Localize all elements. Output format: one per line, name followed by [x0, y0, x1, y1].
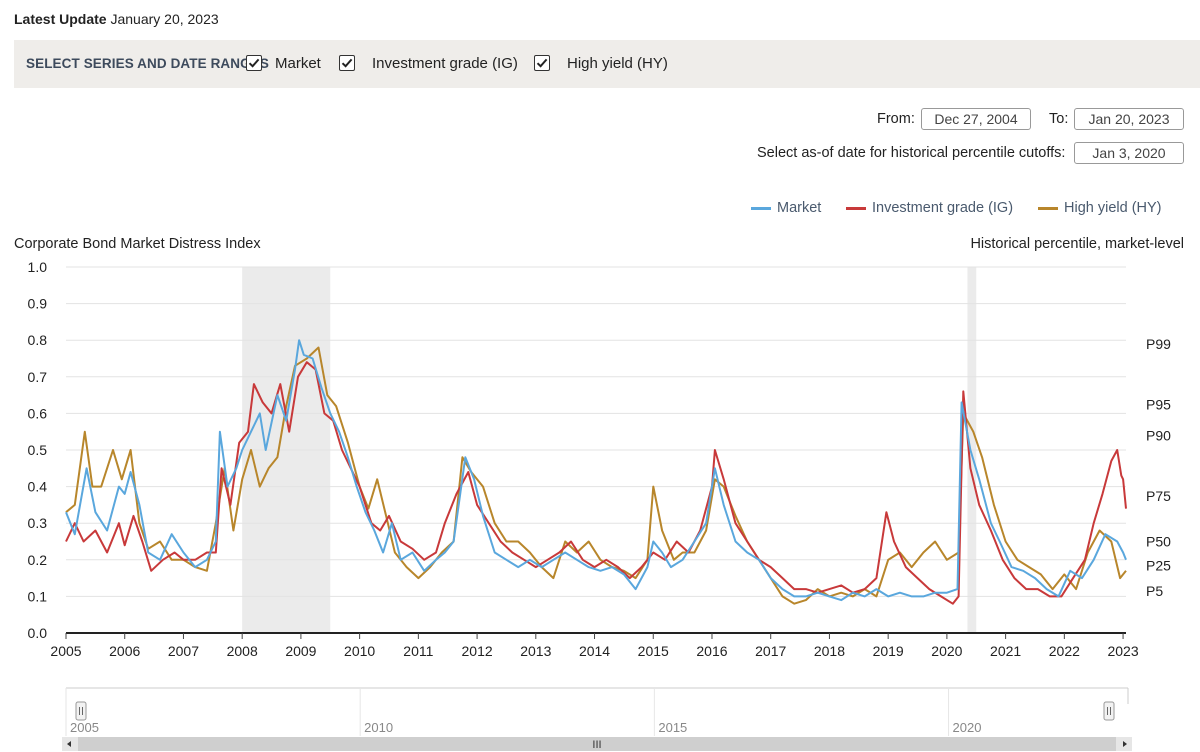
- series-select-label: SELECT SERIES AND DATE RANGES: [26, 56, 269, 71]
- x-tick-label: 2006: [109, 643, 140, 659]
- x-tick-label: 2022: [1049, 643, 1080, 659]
- y-tick-label: 0.8: [28, 332, 48, 348]
- navigator-label: 2005: [70, 720, 99, 735]
- legend-hy[interactable]: High yield (HY): [1064, 200, 1162, 216]
- y-tick-label: 0.6: [28, 405, 48, 421]
- series-select-bar: SELECT SERIES AND DATE RANGES Market Inv…: [14, 40, 1200, 88]
- latest-update: Latest Update January 20, 2023: [14, 11, 219, 27]
- ig-checkbox[interactable]: [339, 55, 355, 71]
- x-tick-label: 2015: [638, 643, 669, 659]
- x-tick-label: 2005: [50, 643, 81, 659]
- x-tick-label: 2016: [696, 643, 727, 659]
- y-tick-label: 0.4: [28, 479, 48, 495]
- navigator-label: 2020: [953, 720, 982, 735]
- x-tick-label: 2010: [344, 643, 375, 659]
- chart-left-title: Corporate Bond Market Distress Index: [14, 236, 261, 252]
- from-label: From:: [877, 111, 915, 127]
- latest-update-label: Latest Update: [14, 11, 107, 27]
- asof-date-input[interactable]: Jan 3, 2020: [1074, 142, 1184, 164]
- x-tick-label: 2011: [403, 643, 433, 659]
- checkmark-icon: [536, 58, 548, 68]
- legend-market-swatch: [751, 207, 771, 210]
- ig-checkbox-label[interactable]: Investment grade (IG): [372, 55, 518, 72]
- x-tick-label: 2013: [520, 643, 551, 659]
- checkmark-icon: [341, 58, 353, 68]
- x-tick-label: 2012: [462, 643, 493, 659]
- percentile-label: P25: [1146, 557, 1171, 573]
- hy-checkbox-label[interactable]: High yield (HY): [567, 55, 668, 72]
- series-line-market: [65, 339, 1127, 602]
- distress-index-chart: 0.0 0.1 0.2 0.3 0.4 0.5 0.6 0.7 0.8 0.9 1.0 2005 200…: [28, 259, 1172, 659]
- latest-update-date: January 20, 2023: [110, 11, 219, 27]
- market-checkbox[interactable]: [246, 55, 262, 71]
- percentile-label: P90: [1146, 427, 1171, 443]
- y-tick-label: 0.1: [28, 588, 48, 604]
- checkmark-icon: [248, 58, 260, 68]
- y-tick-label: 1.0: [28, 259, 48, 275]
- x-tick-label: 2007: [168, 643, 199, 659]
- x-tick-label: 2019: [873, 643, 904, 659]
- series-line-hy: [65, 346, 1127, 605]
- to-label: To:: [1049, 111, 1069, 127]
- legend-market[interactable]: Market: [777, 200, 822, 216]
- scrollbar-grip: III: [592, 739, 601, 751]
- y-tick-label: 0.2: [28, 552, 48, 568]
- x-tick-label: 2023: [1107, 643, 1138, 659]
- scroll-left-arrow-icon[interactable]: [67, 741, 71, 747]
- navigator-right-handle[interactable]: [1103, 701, 1115, 721]
- market-checkbox-label[interactable]: Market: [275, 55, 321, 72]
- y-tick-label: 0.9: [28, 296, 48, 312]
- navigator-left-handle[interactable]: [75, 701, 87, 721]
- percentile-label: P75: [1146, 488, 1171, 504]
- percentile-label: P95: [1146, 396, 1171, 412]
- x-tick-label: 2009: [285, 643, 316, 659]
- date-range-navigator[interactable]: 2005 2010 2015 2020 III: [0, 680, 1200, 752]
- navigator-label: 2010: [364, 720, 393, 735]
- y-tick-label: 0.5: [28, 442, 48, 458]
- y-tick-label: 0.0: [28, 625, 48, 641]
- percentile-label: P99: [1146, 336, 1171, 352]
- scroll-right-arrow-icon[interactable]: [1123, 741, 1127, 747]
- hy-checkbox[interactable]: [534, 55, 550, 71]
- legend-ig-swatch: [846, 207, 866, 210]
- y-tick-label: 0.7: [28, 369, 48, 385]
- x-tick-label: 2008: [227, 643, 258, 659]
- series-line-ig: [65, 361, 1127, 605]
- legend-hy-swatch: [1038, 207, 1058, 210]
- percentile-label: P50: [1146, 534, 1171, 550]
- to-date-input[interactable]: Jan 20, 2023: [1074, 108, 1184, 130]
- from-date-input[interactable]: Dec 27, 2004: [921, 108, 1031, 130]
- x-tick-label: 2018: [814, 643, 845, 659]
- asof-label: Select as-of date for historical percent…: [757, 145, 1066, 161]
- x-tick-label: 2021: [990, 643, 1021, 659]
- chart-right-title: Historical percentile, market-level: [970, 236, 1184, 252]
- navigator-scrollbar-thumb[interactable]: [78, 737, 1116, 751]
- x-tick-label: 2017: [755, 643, 786, 659]
- x-tick-label: 2020: [931, 643, 962, 659]
- y-tick-label: 0.3: [28, 515, 48, 531]
- percentile-label: P5: [1146, 583, 1163, 599]
- navigator-label: 2015: [658, 720, 687, 735]
- legend-ig[interactable]: Investment grade (IG): [872, 200, 1014, 216]
- x-tick-label: 2014: [579, 643, 610, 659]
